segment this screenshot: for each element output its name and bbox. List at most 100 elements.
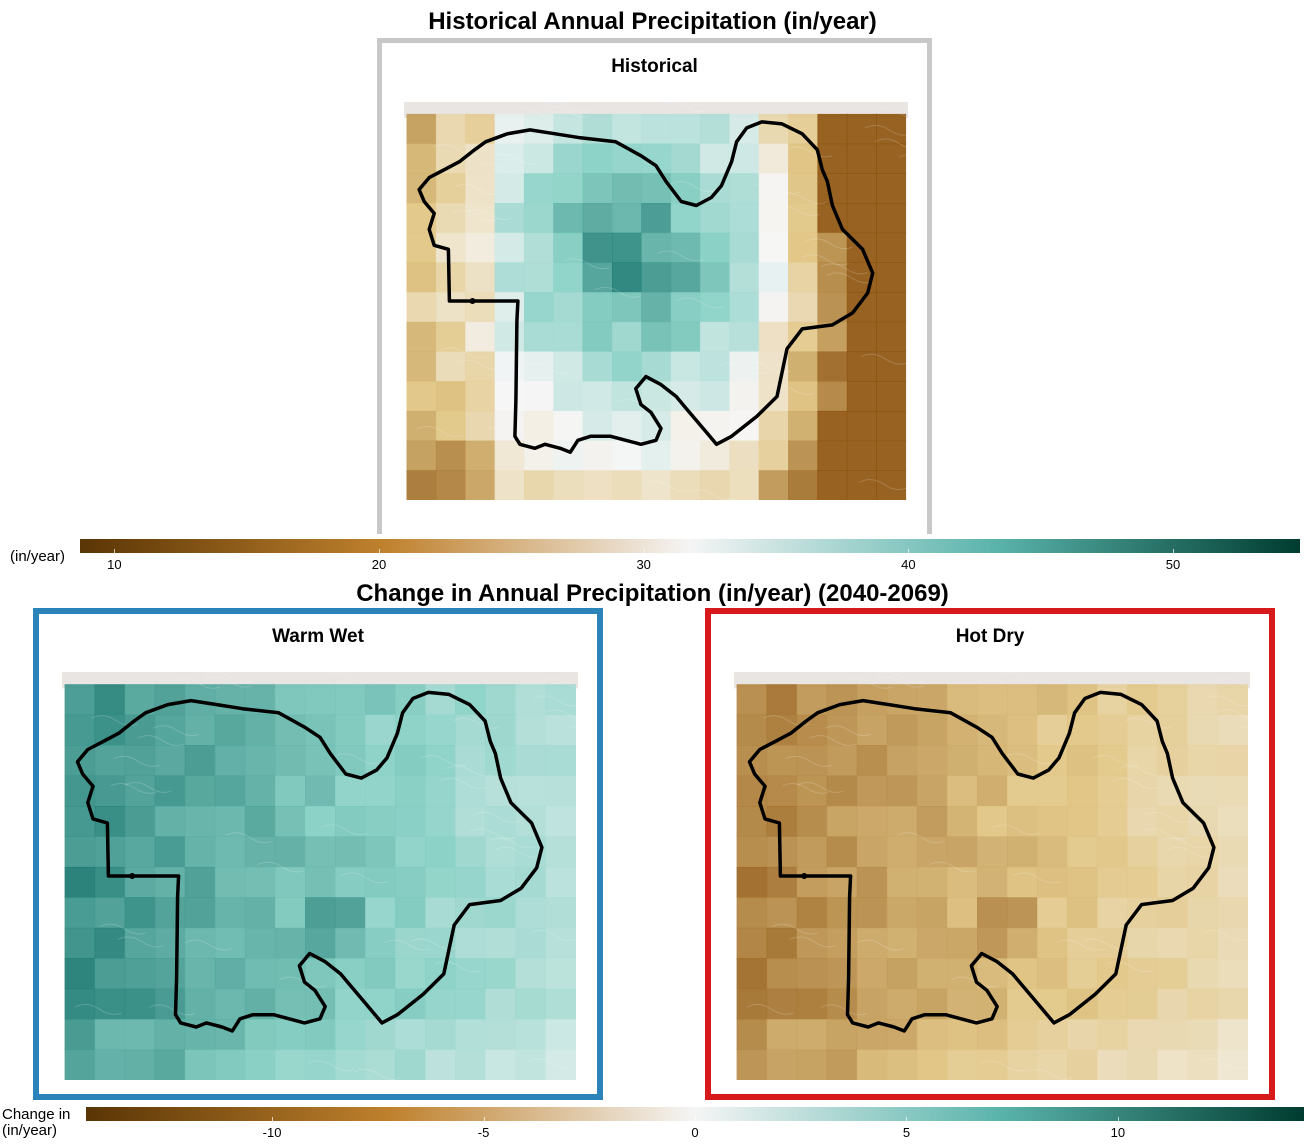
- hot-dry-raster-cell: [1187, 927, 1218, 959]
- historical-raster-cell: [494, 292, 525, 323]
- historical-raster-cell: [876, 292, 907, 323]
- hot-dry-raster-cell: [1217, 958, 1248, 990]
- warm-wet-terrain-texture: [152, 725, 199, 737]
- warm-wet-terrain-texture: [257, 861, 304, 873]
- change-tick-label: 0: [691, 1125, 699, 1140]
- warm-wet-terrain-texture: [91, 715, 138, 727]
- warm-wet-raster-cell: [515, 1049, 546, 1080]
- hot-dry-raster-cell: [1127, 927, 1158, 959]
- hot-dry-raster-cell: [1187, 714, 1218, 746]
- historical-raster-cell: [612, 351, 642, 382]
- hot-dry-raster-cell: [1187, 1019, 1218, 1051]
- warm-wet-raster-cell: [214, 745, 246, 777]
- warm-wet-raster-cell: [335, 775, 366, 807]
- warm-wet-raster-cell: [94, 775, 126, 807]
- hot-dry-raster-cell: [1217, 745, 1248, 777]
- hot-dry-raster-cell: [1067, 775, 1098, 807]
- hot-dry-raster-cell: [766, 897, 798, 929]
- historical-raster-cell: [465, 440, 496, 471]
- hot-dry-map: [734, 672, 1250, 1080]
- hot-dry-raster-cell: [1007, 714, 1038, 746]
- warm-wet-terrain-texture: [384, 939, 431, 951]
- hot-dry-terrain-texture: [1200, 1058, 1247, 1070]
- historical-raster-cell: [582, 292, 613, 323]
- historical-raster-cell: [817, 410, 848, 442]
- hot-dry-raster-cell: [916, 714, 948, 746]
- hot-dry-raster-cell: [1007, 806, 1038, 837]
- hot-dry-raster-cell: [886, 714, 918, 746]
- historical-raster-cell: [758, 173, 789, 204]
- warm-wet-raster-cell: [214, 988, 246, 1020]
- warm-wet-terrain-texture: [320, 824, 368, 836]
- warm-wet-raster-cell: [365, 866, 396, 898]
- hot-dry-raster-cell: [1157, 836, 1188, 868]
- hot-dry-raster-cell: [916, 1019, 948, 1051]
- warm-wet-raster-cell: [274, 806, 306, 837]
- warm-wet-raster-cell: [274, 866, 306, 898]
- hot-dry-raster-cell: [796, 1049, 828, 1080]
- hot-dry-raster-cell: [886, 958, 918, 990]
- warm-wet-raster-cell: [515, 745, 546, 777]
- historical-raster-cell: [670, 203, 701, 234]
- hot-dry-raster-cell: [946, 866, 978, 898]
- warm-wet-raster-cell: [485, 1049, 516, 1080]
- warm-wet-raster-cell: [365, 1019, 396, 1051]
- warm-wet-raster-cell: [154, 775, 186, 807]
- historical-raster-cell: [670, 173, 701, 204]
- warm-wet-terrain-texture: [99, 923, 147, 935]
- historical-terrain-texture: [754, 182, 801, 194]
- warm-wet-raster-cell: [515, 866, 546, 898]
- historical-terrain-texture: [513, 107, 560, 119]
- hot-dry-raster-cell: [766, 1019, 798, 1051]
- historical-terrain-texture: [465, 209, 512, 221]
- warm-wet-terrain-texture: [568, 725, 578, 729]
- hot-dry-raster-cell: [1007, 1049, 1038, 1080]
- hot-dry-panel-title: Hot Dry: [955, 626, 1025, 647]
- warm-wet-raster-cell: [455, 927, 486, 959]
- historical-raster-cell: [817, 113, 848, 145]
- historical-terrain-texture: [454, 183, 501, 195]
- historical-tick-mark: [643, 549, 645, 553]
- hot-dry-terrain-texture: [785, 755, 832, 767]
- warm-wet-raster-cell: [244, 806, 276, 837]
- historical-panel-title: Historical: [611, 56, 698, 77]
- historical-raster-cell: [670, 292, 701, 323]
- hot-dry-raster-cell: [766, 988, 798, 1020]
- historical-colorbar: [80, 539, 1300, 553]
- hot-dry-raster-cell: [1157, 806, 1188, 837]
- change-tick-label: 10: [1110, 1125, 1126, 1140]
- historical-raster-cell: [876, 321, 907, 353]
- warm-wet-terrain-texture: [148, 1004, 196, 1016]
- warm-wet-raster-cell: [515, 684, 546, 716]
- hot-dry-raster-cell: [1007, 897, 1038, 929]
- historical-tick-label: 20: [371, 557, 387, 572]
- warm-wet-raster-cell: [395, 927, 426, 959]
- hot-dry-raster-cell: [796, 927, 828, 959]
- historical-raster-cell: [641, 470, 672, 500]
- historical-raster-cell: [435, 381, 466, 412]
- warm-wet-raster-cell: [365, 1049, 396, 1080]
- hot-dry-raster-cell: [1217, 866, 1248, 898]
- hot-dry-raster-cell: [1037, 684, 1068, 716]
- hot-dry-raster-cell: [1217, 714, 1248, 746]
- hot-dry-raster-cell: [1217, 775, 1248, 807]
- hot-dry-raster-cell: [826, 1049, 858, 1080]
- historical-raster-cell: [846, 351, 877, 382]
- historical-raster-cell: [729, 262, 760, 293]
- warm-wet-raster-cell: [274, 897, 306, 929]
- historical-raster-cell: [406, 440, 437, 471]
- historical-terrain-texture: [544, 106, 591, 118]
- historical-raster-cell: [406, 410, 437, 442]
- hot-dry-raster-cell: [1157, 958, 1188, 990]
- warm-wet-map: [62, 672, 578, 1080]
- historical-raster-cell: [846, 292, 877, 323]
- historical-terrain-texture: [826, 272, 874, 284]
- hot-dry-raster-cell: [856, 927, 888, 959]
- hot-dry-raster-cell: [826, 988, 858, 1020]
- warm-wet-raster-cell: [274, 775, 306, 807]
- historical-raster-cell: [494, 203, 525, 234]
- hot-dry-terrain-texture: [1214, 677, 1250, 688]
- warm-wet-terrain-texture: [205, 676, 253, 688]
- warm-wet-raster-cell: [545, 684, 576, 716]
- warm-wet-raster-cell: [305, 745, 336, 777]
